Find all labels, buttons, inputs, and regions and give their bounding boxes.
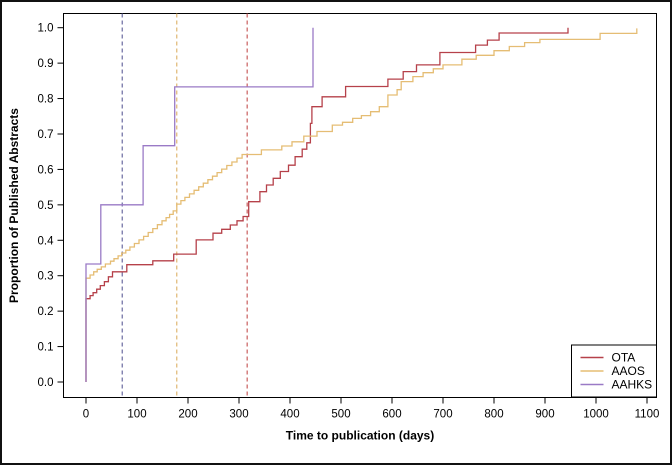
y-axis-tick-label: 0.1 bbox=[38, 342, 54, 354]
time-to-publication-chart: 0 100 200 300 400 500 600 700 800 900 1000 1100 0.0 0… bbox=[7, 13, 660, 443]
y-axis-tick-label: 0.7 bbox=[38, 129, 54, 141]
x-axis-tick-label: 400 bbox=[280, 409, 299, 421]
x-axis-tick-label: 200 bbox=[178, 409, 197, 421]
legend-label-aaos: AAOS bbox=[612, 364, 645, 378]
y-axis-tick-label: 0.0 bbox=[38, 377, 54, 389]
y-axis-tick-label: 0.8 bbox=[38, 94, 54, 106]
y-axis-tick-label: 0.2 bbox=[38, 306, 54, 318]
x-axis-tick-label: 1100 bbox=[635, 409, 660, 421]
x-axis-tick-label: 800 bbox=[484, 409, 503, 421]
curve-aaos bbox=[85, 28, 638, 382]
curve-aahks bbox=[85, 27, 314, 382]
y-axis-title: Proportion of Published Abstracts bbox=[7, 108, 21, 303]
x-axis-tick-label: 1000 bbox=[583, 409, 609, 421]
x-axis-tick-label: 300 bbox=[229, 409, 248, 421]
y-axis-tick-label: 1.0 bbox=[38, 23, 54, 35]
y-axis-tick-label: 0.3 bbox=[38, 271, 54, 283]
x-axis-title: Time to publication (days) bbox=[286, 429, 434, 443]
x-axis-tick-label: 700 bbox=[433, 409, 452, 421]
x-axis-tick-label: 600 bbox=[382, 409, 401, 421]
x-axis-tick-label: 0 bbox=[83, 409, 89, 421]
y-axis-tick-label: 0.6 bbox=[38, 164, 54, 176]
x-axis-tick-label: 100 bbox=[127, 409, 146, 421]
y-axis-tick-label: 0.9 bbox=[38, 58, 54, 70]
plot-box bbox=[63, 13, 657, 398]
y-axis-tick-label: 0.4 bbox=[38, 235, 55, 247]
x-axis-tick-label: 900 bbox=[535, 409, 554, 421]
x-axis-tick-label: 500 bbox=[331, 409, 350, 421]
curve-ota bbox=[85, 27, 569, 382]
y-axis-tick-label: 0.5 bbox=[38, 200, 54, 212]
legend-label-ota: OTA bbox=[612, 351, 636, 365]
legend-label-aahks: AAHKS bbox=[612, 378, 653, 392]
